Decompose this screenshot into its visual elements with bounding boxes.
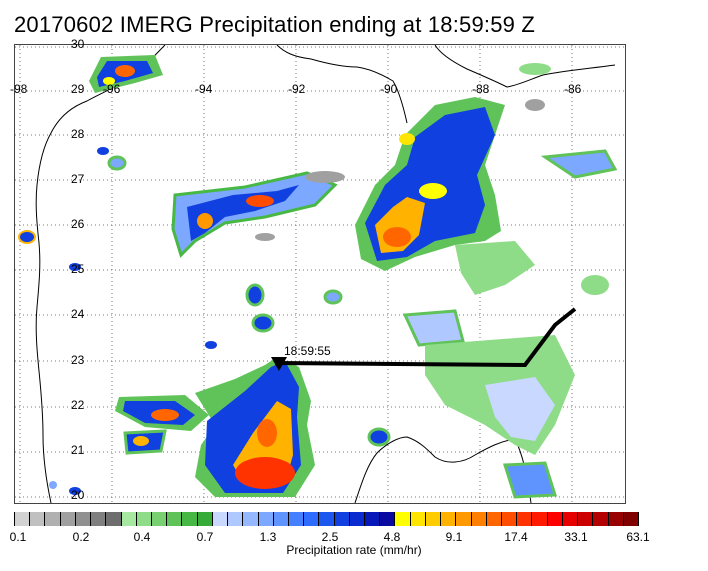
colorbar xyxy=(14,512,639,526)
lat-label: 30 xyxy=(71,37,85,51)
colorbar-tick: 4.8 xyxy=(383,530,401,544)
colorbar-swatch xyxy=(228,512,244,526)
colorbar-swatch xyxy=(136,512,152,526)
colorbar-tick: 2.5 xyxy=(321,530,339,544)
lat-label: 28 xyxy=(71,127,85,141)
colorbar-swatch xyxy=(304,512,320,526)
colorbar-tick: 33.1 xyxy=(564,530,588,544)
colorbar-tick: 17.4 xyxy=(504,530,528,544)
colorbar-swatch xyxy=(365,512,381,526)
colorbar-tick: 0.1 xyxy=(9,530,27,544)
lon-label: -86 xyxy=(564,82,582,96)
colorbar-swatch xyxy=(334,512,350,526)
lon-label: -90 xyxy=(380,82,398,96)
lat-label: 20 xyxy=(71,488,85,502)
lon-label: -92 xyxy=(288,82,306,96)
colorbar-swatch xyxy=(547,512,563,526)
colorbar-tick: 0.2 xyxy=(72,530,90,544)
track-end-marker xyxy=(271,357,287,371)
colorbar-tick: 9.1 xyxy=(445,530,463,544)
colorbar-swatch xyxy=(349,512,366,526)
colorbar-swatch xyxy=(456,512,472,526)
track-time-label: 18:59:55 xyxy=(284,344,331,358)
lat-label: 23 xyxy=(71,353,85,367)
colorbar-swatch xyxy=(319,512,335,526)
colorbar-swatch xyxy=(578,512,594,526)
colorbar-swatch xyxy=(243,512,259,526)
colorbar-swatch xyxy=(182,512,198,526)
colorbar-swatch xyxy=(425,512,442,526)
colorbar-swatch xyxy=(395,512,411,526)
colorbar-swatch xyxy=(380,512,396,526)
colorbar-swatch xyxy=(75,512,92,526)
colorbar-swatch xyxy=(502,512,518,526)
colorbar-swatch xyxy=(106,512,122,526)
lat-label: 29 xyxy=(71,82,85,96)
colorbar-swatch xyxy=(197,512,213,526)
satellite-track xyxy=(271,307,577,371)
colorbar-swatch xyxy=(517,512,533,526)
lat-label: 24 xyxy=(71,307,85,321)
colorbar-swatch xyxy=(608,512,624,526)
colorbar-swatch xyxy=(273,512,289,526)
precipitation-map xyxy=(14,44,626,504)
colorbar-tick: 63.1 xyxy=(626,530,650,544)
colorbar-swatch xyxy=(14,512,31,526)
colorbar-swatch xyxy=(121,512,137,526)
lat-label: 26 xyxy=(71,217,85,231)
colorbar-swatch xyxy=(167,512,183,526)
colorbar-title: Precipitation rate (mm/hr) xyxy=(286,543,422,557)
colorbar-swatch xyxy=(441,512,457,526)
colorbar-swatch xyxy=(410,512,426,526)
map-title: 20170602 IMERG Precipitation ending at 1… xyxy=(14,12,536,37)
precipitation-cells xyxy=(18,55,618,499)
lat-label: 21 xyxy=(71,443,85,457)
colorbar-swatch xyxy=(471,512,487,526)
colorbar-swatch xyxy=(532,512,548,526)
colorbar-swatch xyxy=(486,512,502,526)
map-canvas xyxy=(15,45,625,503)
lon-label: -94 xyxy=(195,82,213,96)
colorbar-tick: 0.7 xyxy=(196,530,214,544)
colorbar-tick: 1.3 xyxy=(259,530,277,544)
lat-label: 27 xyxy=(71,172,85,186)
lat-label: 22 xyxy=(71,398,85,412)
colorbar-tick: 0.4 xyxy=(133,530,151,544)
colorbar-swatch xyxy=(60,512,76,526)
colorbar-swatch xyxy=(623,512,639,526)
colorbar-swatch xyxy=(30,512,46,526)
lon-label: -96 xyxy=(103,82,121,96)
colorbar-swatch xyxy=(288,512,305,526)
colorbar-swatch xyxy=(562,512,579,526)
lon-label: -88 xyxy=(472,82,490,96)
lon-label: -98 xyxy=(10,82,28,96)
colorbar-swatch xyxy=(45,512,61,526)
lat-label: 25 xyxy=(71,262,85,276)
colorbar-swatch xyxy=(212,512,229,526)
colorbar-swatch xyxy=(151,512,168,526)
colorbar-swatch xyxy=(91,512,107,526)
colorbar-swatch xyxy=(593,512,609,526)
colorbar-swatch xyxy=(258,512,274,526)
